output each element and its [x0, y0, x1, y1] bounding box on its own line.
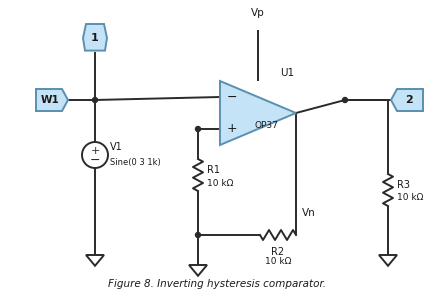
- Text: 10 kΩ: 10 kΩ: [207, 178, 233, 187]
- Text: 1: 1: [91, 33, 99, 43]
- Circle shape: [92, 97, 97, 102]
- Text: 2: 2: [404, 95, 412, 105]
- Text: Sine(0 3 1k): Sine(0 3 1k): [110, 159, 161, 168]
- Text: −: −: [89, 154, 100, 167]
- Circle shape: [342, 97, 347, 102]
- Text: +: +: [90, 146, 99, 156]
- Text: OP37: OP37: [253, 121, 277, 129]
- Polygon shape: [83, 24, 107, 50]
- Circle shape: [195, 233, 200, 238]
- Circle shape: [82, 142, 108, 168]
- Text: Vn: Vn: [301, 208, 315, 218]
- Polygon shape: [390, 89, 422, 111]
- Text: R1: R1: [207, 165, 220, 175]
- Polygon shape: [36, 89, 68, 111]
- Polygon shape: [188, 265, 207, 276]
- Text: 10 kΩ: 10 kΩ: [396, 194, 422, 203]
- Text: W1: W1: [40, 95, 59, 105]
- Text: 10 kΩ: 10 kΩ: [264, 257, 290, 266]
- Polygon shape: [378, 255, 396, 266]
- Text: R2: R2: [271, 247, 284, 257]
- Polygon shape: [220, 81, 295, 145]
- Text: +: +: [226, 122, 237, 135]
- Polygon shape: [86, 255, 104, 266]
- Text: −: −: [226, 91, 237, 103]
- Text: R3: R3: [396, 180, 409, 190]
- Text: V1: V1: [110, 142, 122, 152]
- Text: U1: U1: [279, 68, 293, 78]
- Text: Vp: Vp: [250, 8, 264, 18]
- Text: Figure 8. Inverting hysteresis comparator.: Figure 8. Inverting hysteresis comparato…: [108, 279, 325, 289]
- Circle shape: [195, 127, 200, 132]
